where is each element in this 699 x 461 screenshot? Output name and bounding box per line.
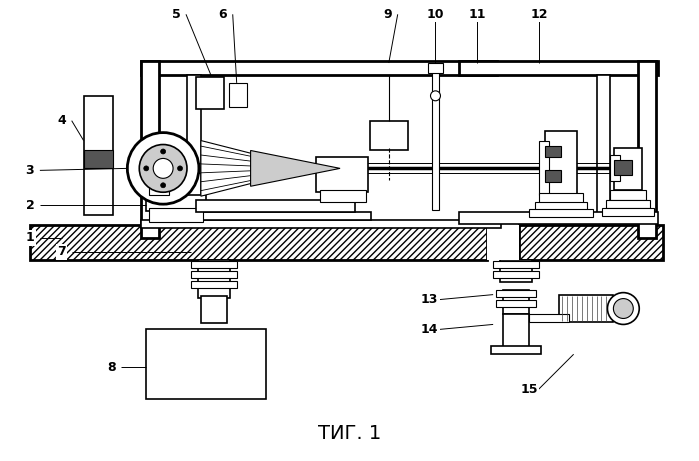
Text: 15: 15	[520, 383, 538, 396]
Text: 14: 14	[421, 323, 438, 336]
Bar	[370, 121, 408, 150]
Text: 7: 7	[57, 245, 66, 258]
Bar	[539, 193, 582, 203]
Bar	[614, 148, 642, 190]
Text: 9: 9	[384, 8, 392, 21]
Bar	[529, 209, 593, 217]
Bar	[491, 346, 541, 354]
Bar	[141, 61, 159, 238]
Bar	[191, 261, 237, 268]
Bar	[610, 155, 620, 181]
Bar	[201, 296, 226, 324]
Bar	[545, 130, 577, 215]
Bar	[529, 314, 569, 322]
Bar	[146, 330, 266, 399]
Bar	[503, 314, 529, 349]
Circle shape	[178, 166, 182, 171]
Text: 10: 10	[426, 8, 445, 21]
Bar	[187, 212, 371, 220]
Bar	[30, 225, 487, 260]
Text: 1: 1	[26, 231, 34, 244]
Bar	[149, 185, 169, 195]
Text: ΤИГ. 1: ΤИГ. 1	[318, 424, 382, 443]
Bar	[519, 225, 663, 260]
Bar	[539, 141, 549, 195]
Bar	[431, 69, 440, 210]
Text: 3: 3	[26, 164, 34, 177]
Bar	[30, 225, 487, 260]
Bar	[545, 171, 561, 182]
Bar	[187, 75, 201, 222]
Bar	[614, 160, 633, 175]
Polygon shape	[251, 150, 340, 186]
Circle shape	[144, 166, 149, 171]
Text: 8: 8	[107, 361, 116, 374]
Bar	[141, 61, 497, 75]
Text: 13: 13	[421, 293, 438, 306]
Bar	[198, 260, 230, 298]
Text: 2: 2	[26, 199, 34, 212]
Circle shape	[161, 183, 166, 188]
Bar	[84, 96, 113, 215]
Bar	[500, 260, 532, 282]
Circle shape	[139, 144, 187, 192]
Bar	[191, 271, 237, 278]
Circle shape	[431, 91, 440, 101]
Bar	[519, 225, 663, 260]
Bar	[487, 225, 519, 260]
Circle shape	[153, 159, 173, 178]
Bar	[459, 212, 658, 224]
Bar	[596, 75, 610, 222]
Bar	[146, 195, 206, 211]
Bar	[603, 208, 654, 216]
Text: 5: 5	[172, 8, 180, 21]
Bar	[149, 178, 163, 185]
Text: 6: 6	[219, 8, 227, 21]
Bar	[496, 300, 536, 307]
Bar	[496, 290, 536, 296]
Bar	[607, 200, 650, 208]
Bar	[559, 295, 614, 322]
Text: 4: 4	[57, 114, 66, 127]
Circle shape	[161, 149, 166, 154]
Bar	[610, 190, 646, 200]
Bar	[191, 281, 237, 288]
Bar	[196, 77, 224, 109]
Text: 11: 11	[468, 8, 486, 21]
Bar	[535, 202, 586, 210]
Text: 12: 12	[530, 8, 547, 21]
Bar	[493, 271, 539, 278]
Bar	[503, 290, 529, 314]
Circle shape	[127, 133, 199, 204]
Bar	[493, 261, 539, 268]
Bar	[84, 150, 113, 168]
Circle shape	[614, 299, 633, 319]
Bar	[459, 61, 658, 75]
Bar	[316, 158, 368, 192]
Bar	[545, 146, 561, 158]
Bar	[428, 63, 443, 73]
Bar	[638, 61, 656, 238]
Circle shape	[607, 293, 640, 325]
Polygon shape	[201, 141, 310, 196]
Bar	[229, 83, 247, 107]
Bar	[320, 190, 366, 202]
Bar	[141, 220, 501, 228]
Bar	[196, 200, 355, 212]
Bar	[149, 208, 203, 222]
